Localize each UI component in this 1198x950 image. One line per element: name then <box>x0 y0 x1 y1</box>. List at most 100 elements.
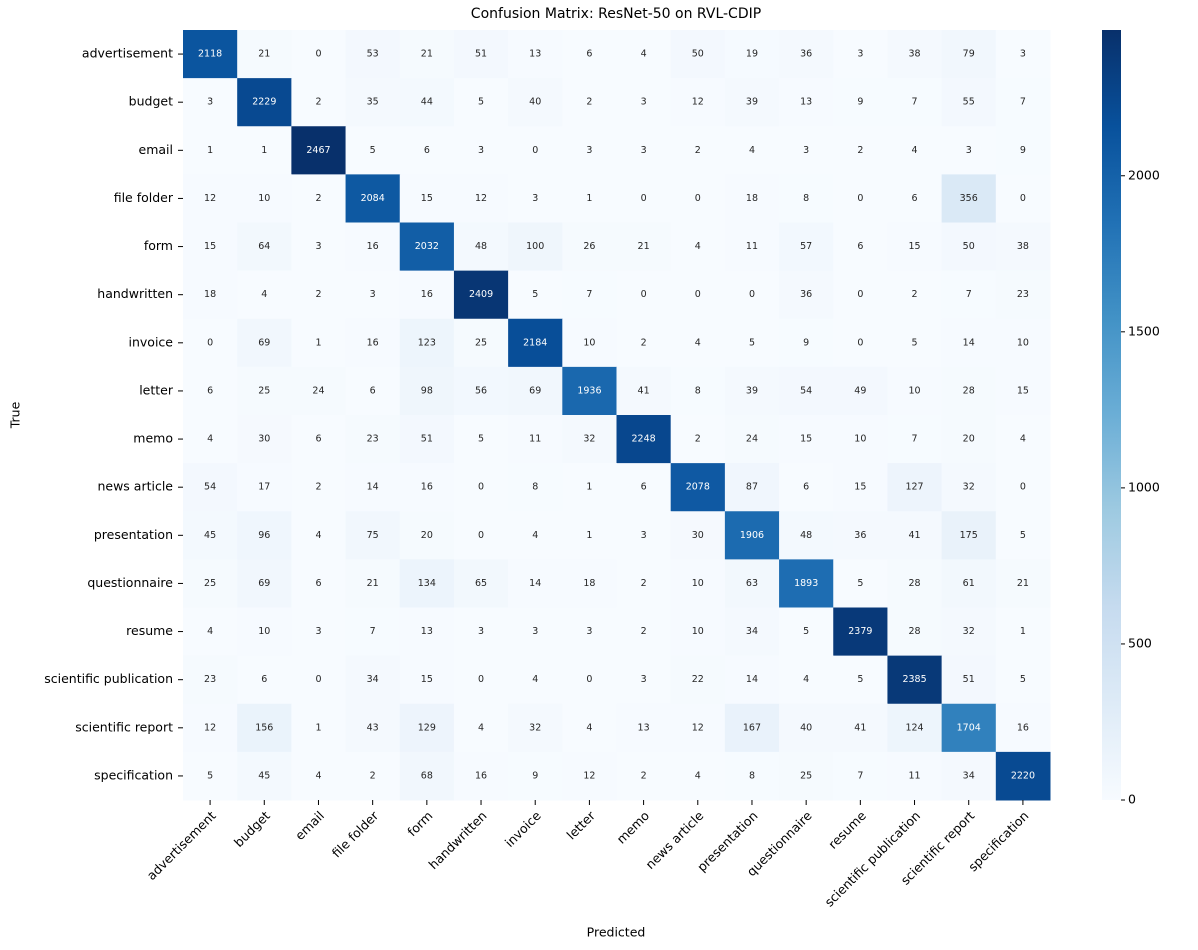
cell-label: 2 <box>641 770 647 781</box>
cell <box>562 174 617 223</box>
cell <box>670 751 726 801</box>
cell-label: 34 <box>367 674 379 685</box>
cell <box>833 174 888 223</box>
cell <box>183 607 238 657</box>
cell-label: 0 <box>857 289 863 300</box>
cell-label: 3 <box>207 97 213 108</box>
cell-label: 15 <box>854 482 866 493</box>
cell-label: 13 <box>421 626 433 637</box>
cell-label: 0 <box>586 674 592 685</box>
cell-label: 69 <box>258 337 270 348</box>
cell <box>399 174 455 223</box>
cell <box>453 655 509 705</box>
cell-label: 2 <box>641 626 647 637</box>
colorbar-tick-label: 1500 <box>1128 323 1160 338</box>
cell-label: 134 <box>418 578 436 589</box>
cell <box>616 222 672 272</box>
cell-label: 1 <box>315 722 321 733</box>
cell <box>508 30 563 79</box>
cell-label: 14 <box>963 337 975 348</box>
cell-label: 13 <box>638 722 650 733</box>
cell <box>237 703 292 753</box>
cell <box>291 751 347 801</box>
cell <box>779 607 834 657</box>
cell <box>779 511 834 560</box>
y-tick-label: memo <box>133 431 173 446</box>
cell-label: 15 <box>908 241 920 252</box>
cell <box>779 126 834 175</box>
y-tick-label: scientific publication <box>44 671 173 686</box>
cell <box>399 511 455 560</box>
cell <box>887 655 943 705</box>
cell <box>670 559 726 608</box>
cell-label: 1 <box>1020 626 1026 637</box>
cell <box>995 126 1051 175</box>
cell-label: 6 <box>912 193 918 204</box>
cell-label: 96 <box>258 530 270 541</box>
cell <box>508 415 563 464</box>
cell-label: 6 <box>315 434 321 445</box>
cell-label: 55 <box>963 97 975 108</box>
cell-label: 35 <box>367 97 379 108</box>
cell-label: 41 <box>638 385 650 396</box>
cell-label: 0 <box>749 289 755 300</box>
cell <box>670 174 726 223</box>
cell <box>399 270 455 320</box>
y-tick-label: letter <box>139 382 174 397</box>
cell-label: 2184 <box>523 337 547 348</box>
cell <box>237 174 292 223</box>
cell <box>237 222 292 272</box>
cell <box>670 607 726 657</box>
cell-label: 16 <box>421 289 433 300</box>
cell <box>399 30 455 79</box>
cell <box>887 174 943 223</box>
cell <box>616 30 672 79</box>
y-tick-label: scientific report <box>75 719 173 734</box>
cell-label: 38 <box>908 49 920 60</box>
cell-label: 48 <box>475 241 487 252</box>
cell-label: 12 <box>475 193 487 204</box>
y-tick-label: advertisement <box>82 46 173 61</box>
cell <box>616 270 672 320</box>
cell-label: 4 <box>315 770 321 781</box>
cell-label: 2084 <box>361 193 385 204</box>
cell <box>724 703 780 753</box>
cell-label: 19 <box>746 49 758 60</box>
chart-title: Confusion Matrix: ResNet-50 on RVL-CDIP <box>471 6 761 22</box>
x-tick-label: file folder <box>329 807 382 860</box>
cell-label: 15 <box>1017 385 1029 396</box>
cell <box>562 559 617 608</box>
cell-label: 45 <box>258 770 270 781</box>
cell-label: 4 <box>1020 434 1026 445</box>
cell-label: 6 <box>315 578 321 589</box>
cell <box>562 78 617 127</box>
x-tick-label: form <box>404 808 435 839</box>
cell <box>453 126 509 175</box>
cell-label: 6 <box>424 145 430 156</box>
cell <box>399 463 455 512</box>
cell <box>616 559 672 608</box>
cell <box>995 366 1051 416</box>
cell <box>995 511 1051 560</box>
cell-label: 3 <box>532 626 538 637</box>
cell <box>508 174 563 223</box>
cell <box>562 751 617 801</box>
cell-label: 1 <box>261 145 267 156</box>
cell-label: 8 <box>803 193 809 204</box>
cell-label: 12 <box>692 722 704 733</box>
cell-label: 0 <box>315 49 321 60</box>
cell <box>453 559 509 608</box>
cell-label: 8 <box>532 482 538 493</box>
cell-label: 3 <box>370 289 376 300</box>
cell-label: 9 <box>857 97 863 108</box>
cell <box>779 30 834 79</box>
cell <box>183 270 238 320</box>
cell-label: 5 <box>857 578 863 589</box>
x-tick-label: invoice <box>502 808 544 850</box>
cell <box>453 751 509 801</box>
cell <box>616 607 672 657</box>
cell-label: 10 <box>258 626 270 637</box>
cell <box>508 126 563 175</box>
cell <box>562 607 617 657</box>
